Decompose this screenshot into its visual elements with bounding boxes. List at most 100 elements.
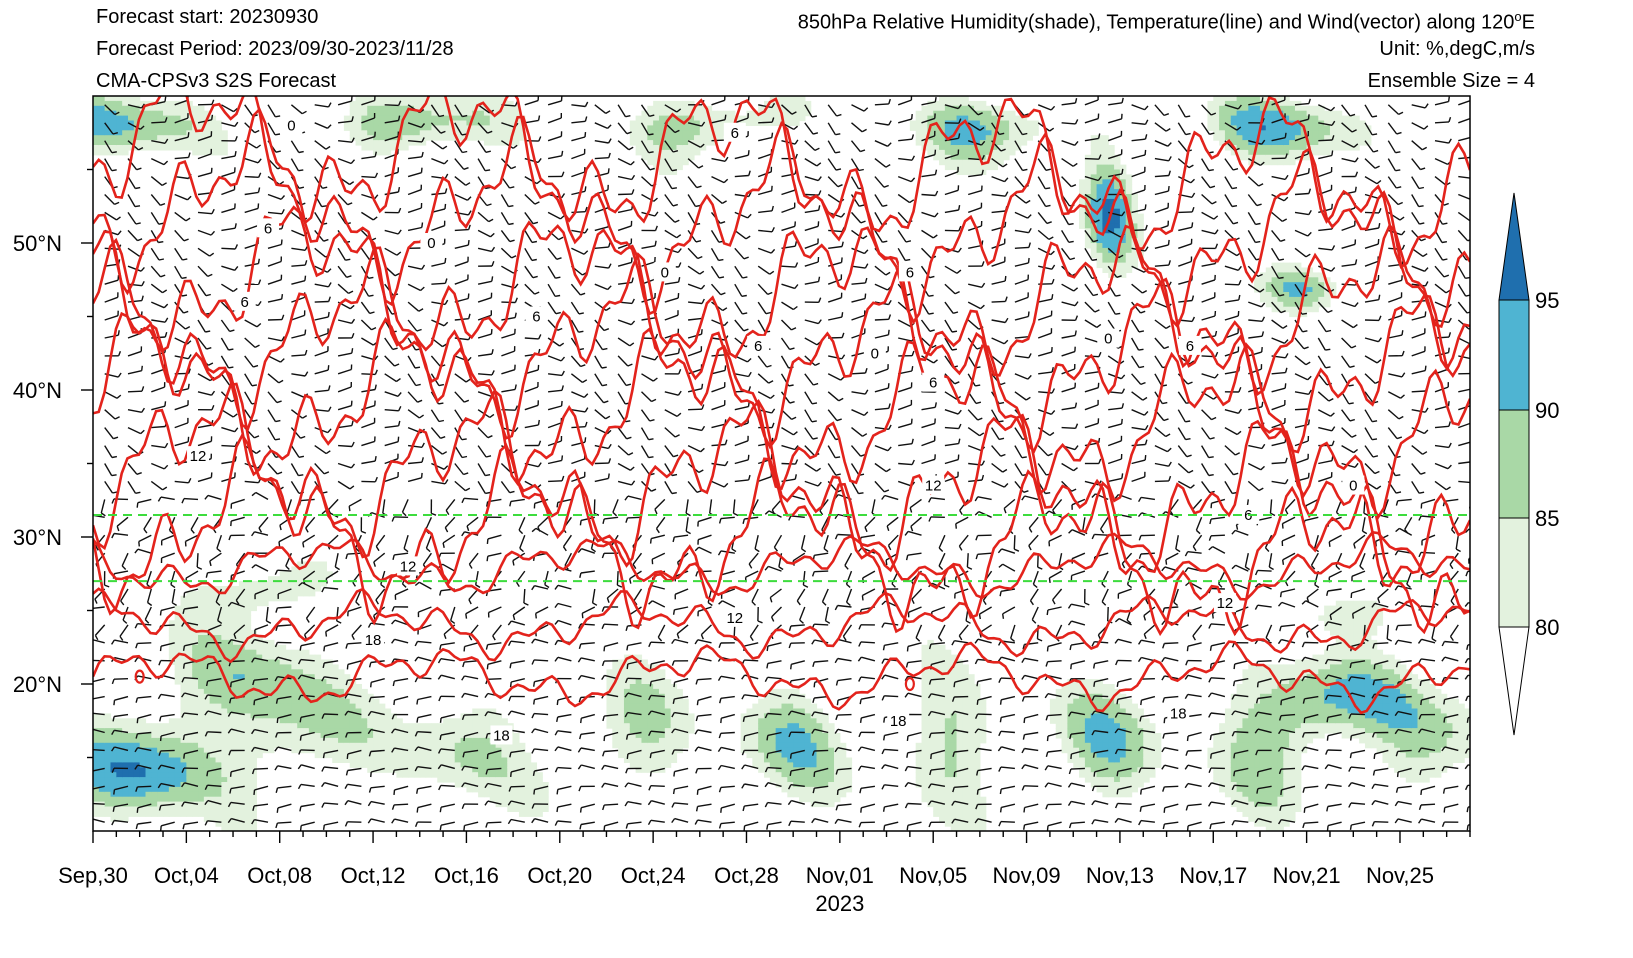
- humidity-cell: [238, 762, 246, 768]
- humidity-cell: [1108, 772, 1115, 778]
- humidity-cell: [635, 130, 643, 136]
- humidity-cell: [915, 125, 923, 131]
- humidity-cell: [361, 130, 368, 136]
- humidity-cell: [489, 747, 497, 754]
- humidity-cell: [950, 767, 958, 773]
- humidity-cell: [1090, 762, 1098, 768]
- humidity-cell: [227, 586, 234, 592]
- humidity-cell: [151, 145, 158, 151]
- humidity-cell: [454, 762, 462, 768]
- humidity-cell: [834, 762, 841, 768]
- humidity-cell: [402, 135, 409, 141]
- humidity-cell: [186, 767, 193, 773]
- humidity-cell: [1271, 821, 1279, 827]
- humidity-cell: [209, 135, 217, 141]
- humidity-cell: [618, 718, 625, 724]
- humidity-cell: [1265, 277, 1273, 283]
- humidity-cell: [670, 708, 678, 714]
- humidity-cell: [308, 737, 316, 744]
- humidity-cell: [495, 742, 503, 749]
- humidity-cell: [186, 752, 193, 759]
- humidity-cell: [314, 581, 322, 587]
- humidity-cell: [1254, 796, 1261, 803]
- humidity-cell: [180, 659, 187, 665]
- humidity-cell: [1242, 135, 1249, 141]
- humidity-cell: [629, 684, 637, 690]
- humidity-cell: [944, 703, 952, 710]
- humidity-cell: [1259, 105, 1267, 112]
- humidity-cell: [163, 728, 170, 734]
- humidity-cell: [775, 777, 783, 783]
- humidity-cell: [244, 654, 252, 661]
- humidity-cell: [956, 791, 963, 798]
- humidity-cell: [472, 767, 479, 773]
- humidity-cell: [1102, 243, 1109, 249]
- humidity-cell: [799, 786, 806, 793]
- humidity-cell: [723, 110, 730, 117]
- humidity-cell: [174, 630, 182, 636]
- humidity-cell: [215, 801, 222, 808]
- humidity-cell: [192, 149, 199, 156]
- humidity-cell: [682, 135, 689, 141]
- humidity-cell: [326, 728, 333, 734]
- humidity-cell: [133, 742, 141, 749]
- humidity-cell: [384, 105, 392, 112]
- humidity-cell: [437, 777, 444, 783]
- humidity-cell: [384, 757, 392, 763]
- humidity-cell: [1079, 752, 1086, 759]
- humidity-cell: [285, 688, 292, 695]
- humidity-cell: [180, 791, 187, 798]
- humidity-cell: [1265, 816, 1273, 822]
- humidity-cell: [1131, 223, 1139, 229]
- humidity-cell: [1265, 282, 1273, 288]
- humidity-cell: [647, 762, 654, 768]
- humidity-cell: [425, 135, 433, 141]
- humidity-cell: [1090, 733, 1098, 739]
- humidity-cell: [962, 777, 969, 783]
- humidity-cell: [944, 791, 952, 798]
- humidity-cell: [979, 149, 987, 156]
- humidity-cell: [443, 728, 450, 734]
- humidity-cell: [635, 742, 643, 749]
- humidity-cell: [1259, 713, 1267, 719]
- humidity-cell: [396, 757, 403, 763]
- humidity-cell: [653, 679, 660, 685]
- humidity-cell: [448, 757, 456, 763]
- humidity-cell: [1230, 786, 1238, 793]
- humidity-cell: [1114, 703, 1121, 710]
- humidity-cell: [443, 752, 450, 759]
- humidity-cell: [384, 737, 392, 744]
- humidity-cell: [244, 757, 252, 763]
- humidity-cell: [939, 115, 946, 122]
- humidity-cell: [513, 806, 520, 812]
- humidity-cell: [308, 674, 316, 680]
- humidity-cell: [1090, 179, 1098, 185]
- humidity-cell: [291, 713, 298, 719]
- humidity-cell: [489, 742, 497, 749]
- humidity-cell: [303, 708, 310, 714]
- humidity-cell: [787, 120, 794, 126]
- humidity-cell: [647, 669, 654, 675]
- humidity-cell: [1143, 777, 1150, 783]
- humidity-cell: [799, 708, 806, 714]
- humidity-cell: [273, 659, 281, 665]
- humidity-cell: [378, 752, 386, 759]
- humidity-cell: [1248, 105, 1255, 112]
- humidity-cell: [728, 115, 736, 122]
- humidity-cell: [203, 742, 211, 749]
- humidity-cell: [402, 757, 409, 763]
- humidity-cell: [209, 130, 217, 136]
- humidity-cell: [390, 723, 397, 729]
- humidity-cell: [163, 733, 170, 739]
- humidity-cell: [793, 762, 800, 768]
- humidity-cell: [962, 140, 969, 146]
- humidity-cell: [635, 718, 643, 724]
- humidity-cell: [192, 737, 199, 744]
- humidity-cell: [1096, 213, 1104, 220]
- humidity-cell: [536, 791, 543, 798]
- humidity-cell: [711, 125, 718, 131]
- humidity-cell: [1125, 757, 1133, 763]
- humidity-cell: [758, 698, 765, 705]
- humidity-cell: [93, 110, 100, 117]
- humidity-cell: [483, 96, 491, 102]
